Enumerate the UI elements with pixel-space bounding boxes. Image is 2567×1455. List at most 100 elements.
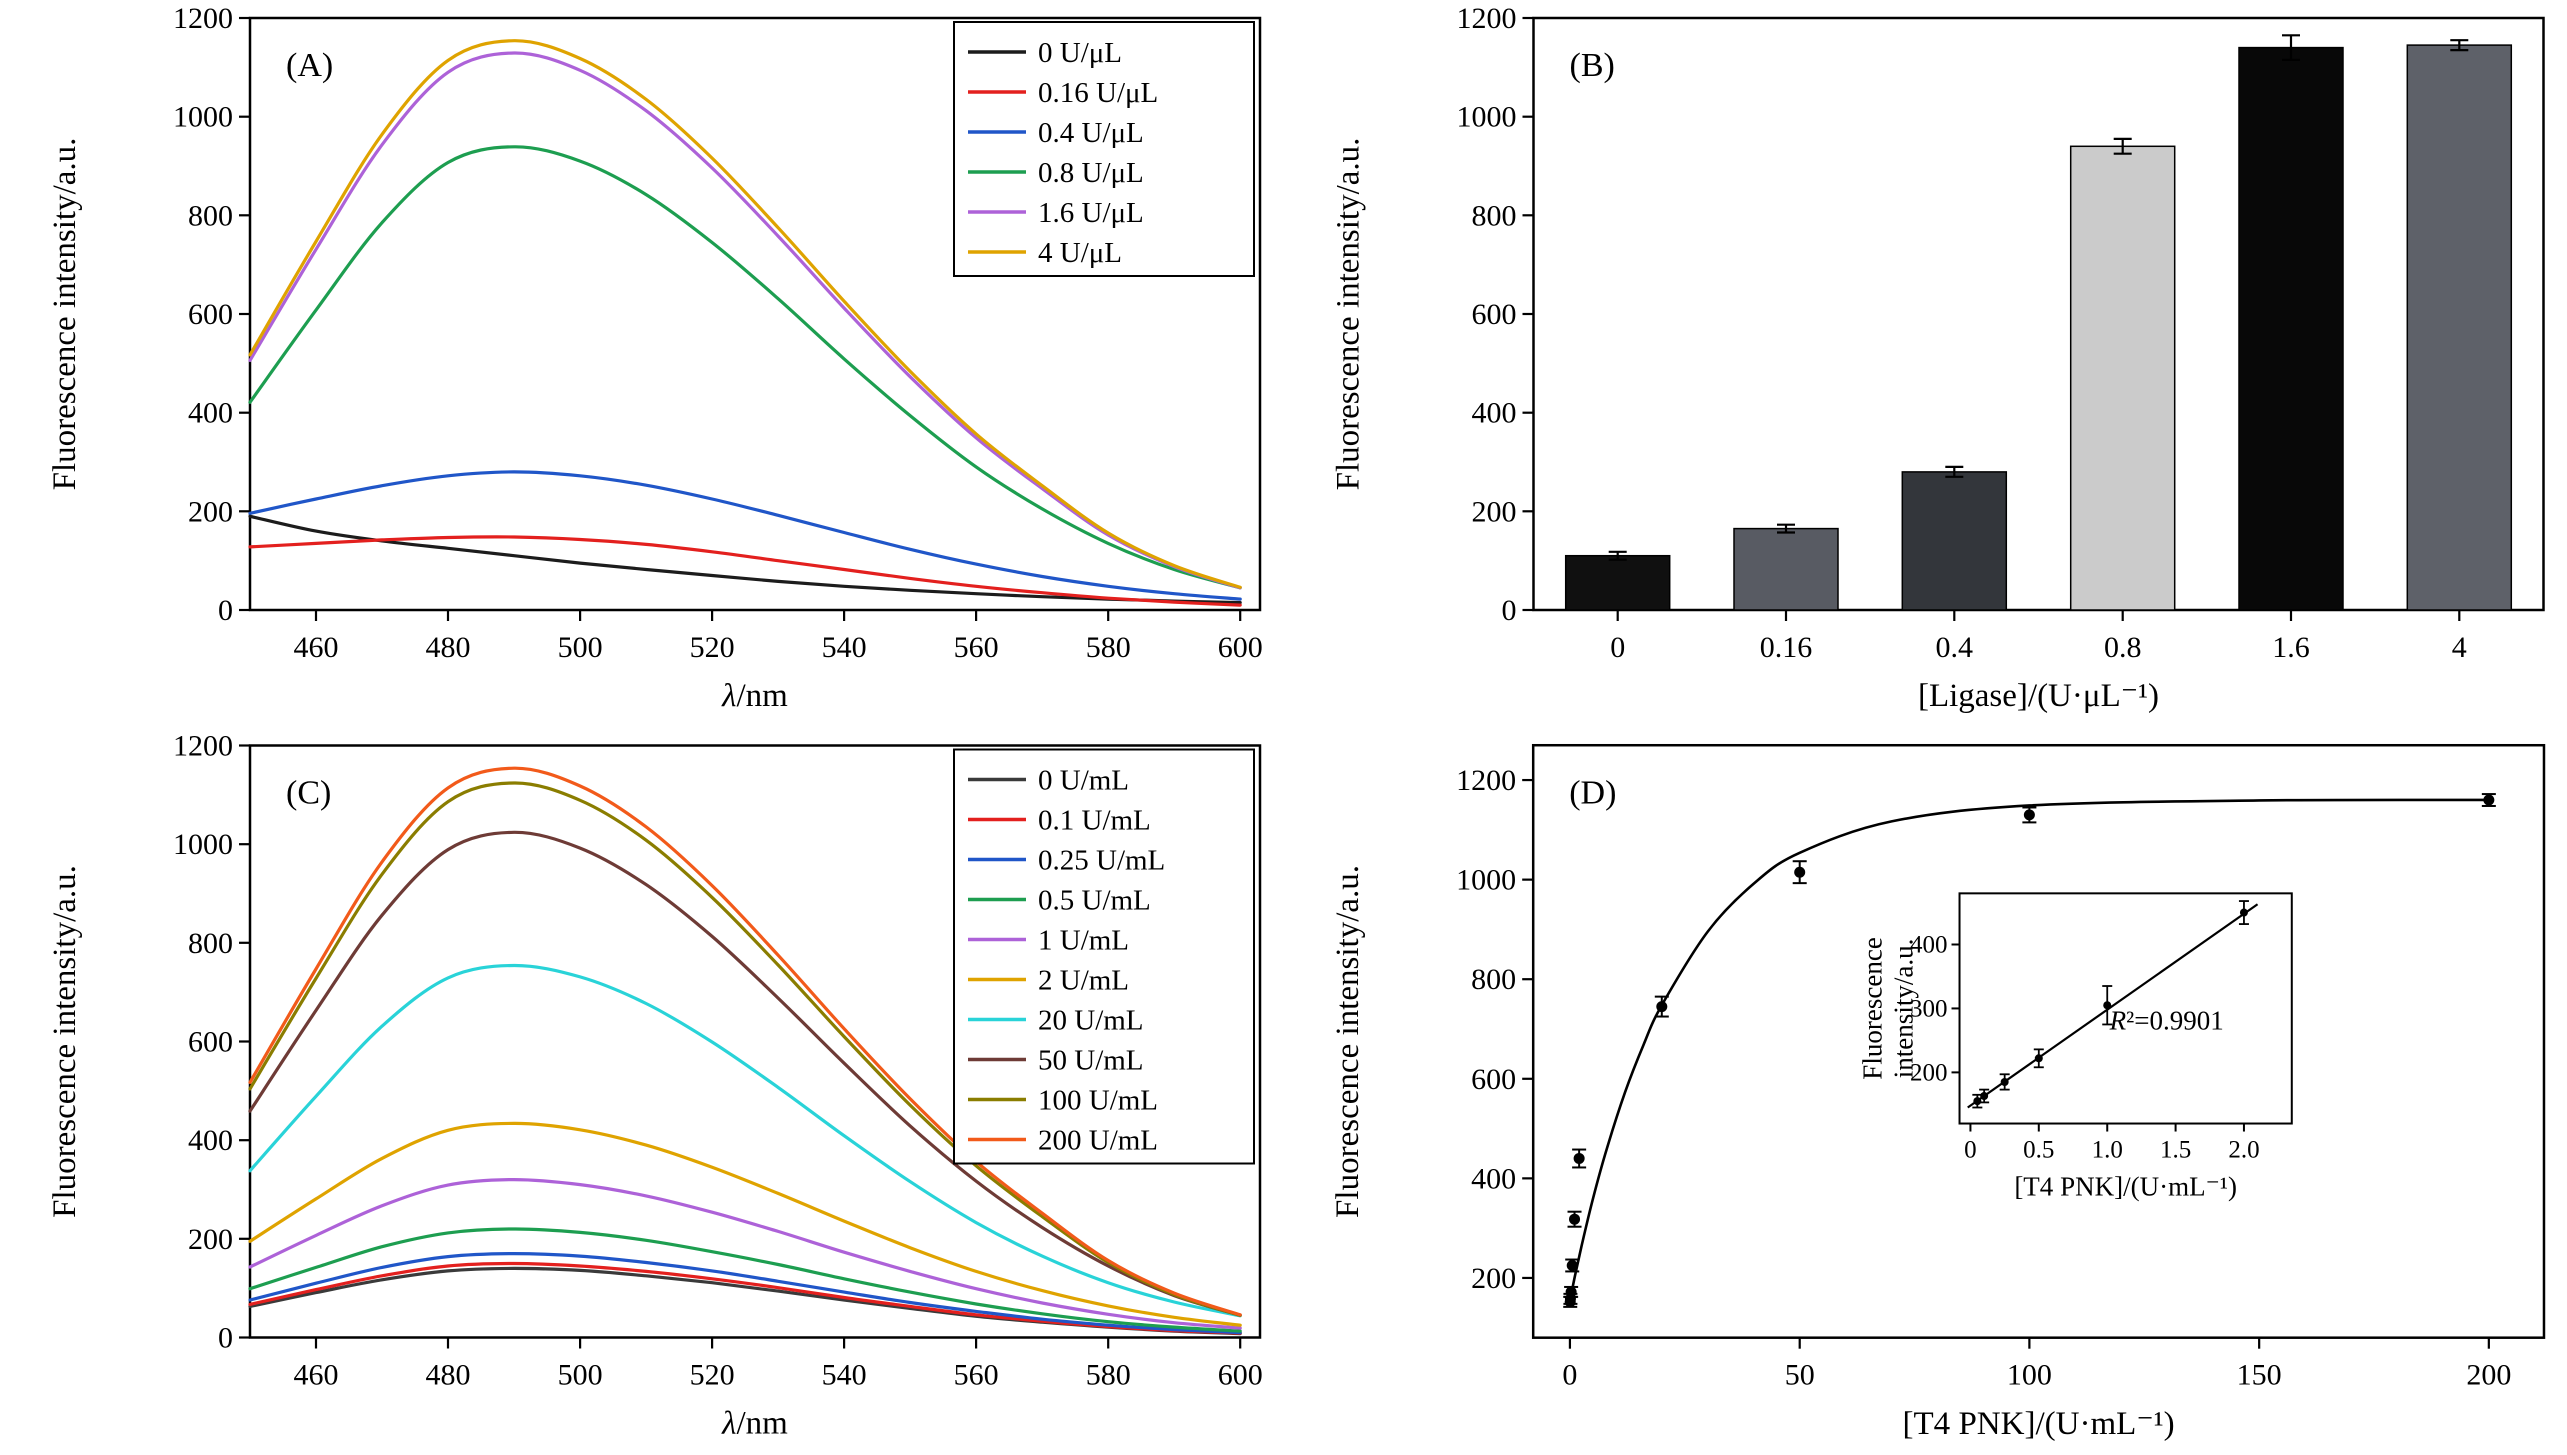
bar — [2069, 145, 2176, 611]
y-tick-label: 1200 — [1457, 2, 1517, 35]
series-line — [248, 145, 1242, 590]
x-tick-label: 500 — [558, 631, 603, 664]
y-tick-label: 600 — [1472, 298, 1517, 331]
inset-fit-line — [1967, 903, 2259, 1109]
y-tick-label: 800 — [188, 199, 233, 232]
inset-data-point — [2034, 1054, 2043, 1063]
inset-data-point — [2000, 1077, 2009, 1086]
x-tick-label: 560 — [954, 1359, 999, 1392]
legend-label: 0.8 U/μL — [1038, 157, 1144, 189]
panel-c-canvas: 460 480 500 520 540 560 580 600 0 200 400 600 800 100… — [47, 730, 1263, 1442]
series-line — [248, 51, 1242, 590]
panel-label: (A) — [286, 47, 333, 84]
y-tick-label: 1000 — [173, 828, 233, 861]
inset-y-tick-label: 300 — [1910, 995, 1948, 1022]
y-tick-label: 0 — [218, 594, 233, 627]
series-line — [248, 766, 1242, 1317]
x-tick-label: 460 — [294, 631, 339, 664]
series-line — [248, 39, 1242, 589]
inset-y-tick-label: 400 — [1910, 931, 1948, 958]
x-tick-label: 460 — [294, 1359, 339, 1392]
y-tick-label: 600 — [188, 1026, 233, 1059]
panel-b-canvas: 0 200 400 600 800 1000 1200 [Ligase]/(U·μL⁻¹) Fl… — [1331, 2, 2545, 714]
y-tick-label: 1200 — [173, 2, 233, 35]
x-tick-label: 0 — [1610, 631, 1625, 664]
bar — [1733, 527, 1839, 611]
x-axis-label: [T4 PNK]/(U·mL⁻¹) — [1903, 1406, 2175, 1442]
y-tick-label: 800 — [1472, 199, 1517, 232]
series-line — [248, 1177, 1242, 1330]
legend-label: 0.5 U/mL — [1038, 885, 1151, 917]
panel-c-chart: 460 480 500 520 540 560 580 600 0 200 400 600 800 100… — [0, 727, 1283, 1455]
legend-label: 200 U/mL — [1038, 1125, 1158, 1157]
y-tick-label: 800 — [1471, 963, 1516, 996]
x-tick-label: 4 — [2452, 631, 2467, 664]
y-tick-label: 200 — [1472, 495, 1517, 528]
panel-label: (D) — [1569, 774, 1616, 811]
x-tick-label: 0.16 — [1760, 631, 1813, 664]
axes-frame — [1532, 16, 2545, 612]
x-tick-label: 0 — [1562, 1359, 1577, 1392]
data-point — [2483, 794, 2495, 806]
series-line — [248, 781, 1242, 1317]
data-point — [1566, 1260, 1578, 1272]
series-line — [248, 1227, 1242, 1333]
series-line — [248, 963, 1242, 1318]
inset-x-tick-label: 2.0 — [2228, 1137, 2259, 1164]
y-axis-label: Fluorescence intensity/a.u. — [1331, 138, 1367, 491]
x-tick-label: 520 — [690, 1359, 735, 1392]
inset-calibration-plot: 0 0.5 1.0 1.5 2.0 200 300 400 [T4 PNK]/(U·mL⁻¹) F… — [1857, 892, 2293, 1202]
legend-label: 2 U/mL — [1038, 965, 1129, 997]
y-tick-label: 1000 — [1456, 864, 1516, 897]
data-point — [1794, 866, 1806, 878]
x-tick-label: 600 — [1218, 1359, 1263, 1392]
x-tick-label: 0.8 — [2104, 631, 2142, 664]
series-line — [248, 1251, 1242, 1335]
y-tick-label: 200 — [1471, 1262, 1516, 1295]
inset-y-tick-label: 200 — [1910, 1059, 1948, 1086]
panel-label: (B) — [1570, 47, 1615, 84]
y-tick-label: 600 — [188, 298, 233, 331]
y-tick-label: 400 — [188, 1124, 233, 1157]
panel-label: (C) — [286, 775, 331, 812]
x-tick-label: 600 — [1218, 631, 1263, 664]
legend-label: 20 U/mL — [1038, 1005, 1144, 1037]
inset-x-tick-label: 0.5 — [2023, 1137, 2054, 1164]
x-tick-label: 540 — [822, 1359, 867, 1392]
legend: 0 U/mL 0.1 U/mL 0.25 U/mL 0.5 U/mL 1 U/mL 2 U… — [953, 748, 1255, 1165]
legend-label: 0.25 U/mL — [1038, 845, 1165, 877]
x-tick-label: 0.4 — [1936, 631, 1974, 664]
legend-label: 0.16 U/μL — [1038, 77, 1158, 109]
data-point — [1573, 1152, 1585, 1164]
inset-x-axis-label: [T4 PNK]/(U·mL⁻¹) — [2014, 1172, 2237, 1202]
y-tick-label: 200 — [188, 1223, 233, 1256]
legend-label: 100 U/mL — [1038, 1085, 1158, 1117]
bar — [1564, 554, 1671, 611]
series-line — [248, 535, 1242, 607]
legend-label: 50 U/mL — [1038, 1045, 1144, 1077]
inset-x-tick-label: 1.0 — [2092, 1137, 2123, 1164]
y-tick-label: 400 — [188, 397, 233, 430]
y-tick-label: 1000 — [173, 101, 233, 134]
legend-label: 0.4 U/μL — [1038, 117, 1144, 149]
y-tick-label: 0 — [1502, 594, 1517, 627]
r-squared-annotation: R²=0.9901 — [2109, 1005, 2224, 1035]
series-line — [248, 1261, 1242, 1335]
legend-label: 0.1 U/mL — [1038, 805, 1151, 837]
data-point — [1656, 1001, 1668, 1013]
inset-frame — [1958, 892, 2293, 1125]
x-tick-label: 480 — [426, 631, 471, 664]
bar — [2238, 46, 2344, 611]
legend: 0 U/μL 0.16 U/μL 0.4 U/μL 0.8 U/μL 1.6 U/μL 4… — [953, 21, 1255, 277]
panel-d-chart: 0 50 100 150 200 200 400 600 800 1000 1200 [T4 PNK]… — [1283, 727, 2567, 1455]
legend-label: 4 U/μL — [1038, 237, 1122, 269]
x-tick-label: 1.6 — [2272, 631, 2310, 664]
x-tick-label: 100 — [2007, 1359, 2052, 1392]
inset-y-axis-label: intensity/a.u. — [1888, 939, 1918, 1079]
inset-data-point — [2103, 1001, 2112, 1010]
inset-y-axis-label: Fluorescence — [1857, 937, 1887, 1080]
y-tick-label: 0 — [218, 1322, 233, 1355]
y-axis-label: Fluorescence intensity/a.u. — [47, 865, 83, 1218]
y-axis-label: Fluorescence intensity/a.u. — [47, 138, 83, 491]
